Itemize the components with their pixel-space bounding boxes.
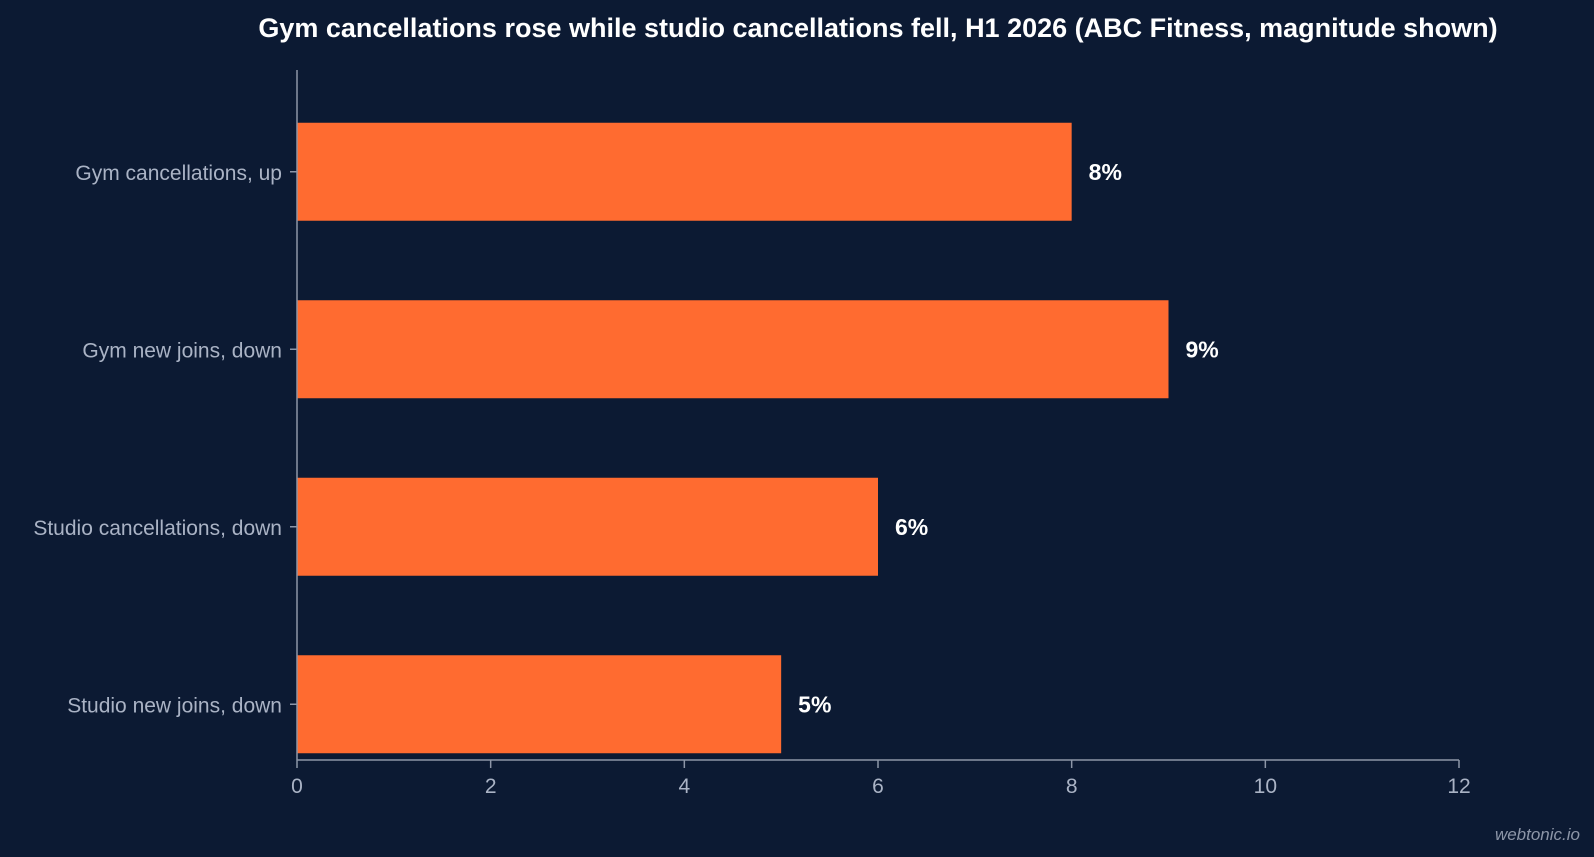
bar-3: [297, 655, 782, 754]
axes-layer: [290, 70, 1460, 768]
x-tick-label-4: 8: [1066, 775, 1078, 798]
category-label-3: Studio new joins, down: [67, 694, 282, 717]
bar-2: [297, 477, 878, 576]
category-label-2: Studio cancellations, down: [33, 517, 282, 540]
x-tick-label-3: 6: [872, 775, 884, 798]
category-label-1: Gym new joins, down: [82, 339, 282, 362]
x-tick-label-2: 4: [678, 775, 690, 798]
bar-0: [297, 122, 1072, 221]
watermark-text: webtonic.io: [1495, 825, 1580, 844]
value-label-2: 6%: [895, 514, 928, 540]
x-tick-label-0: 0: [291, 775, 303, 798]
x-tick-label-5: 10: [1254, 775, 1277, 798]
x-tick-label-6: 12: [1447, 775, 1470, 798]
bars-layer: [297, 122, 1169, 754]
x-tick-label-1: 2: [485, 775, 497, 798]
value-label-0: 8%: [1089, 159, 1122, 185]
value-label-3: 5%: [798, 691, 831, 717]
value-label-1: 9%: [1186, 336, 1219, 362]
bar-1: [297, 300, 1169, 399]
labels-layer: 8% Gym cancellations, up 9% Gym new joins, …: [33, 159, 1470, 798]
chart-title: Gym cancellations rose while studio canc…: [258, 13, 1497, 43]
category-label-0: Gym cancellations, up: [75, 162, 282, 185]
